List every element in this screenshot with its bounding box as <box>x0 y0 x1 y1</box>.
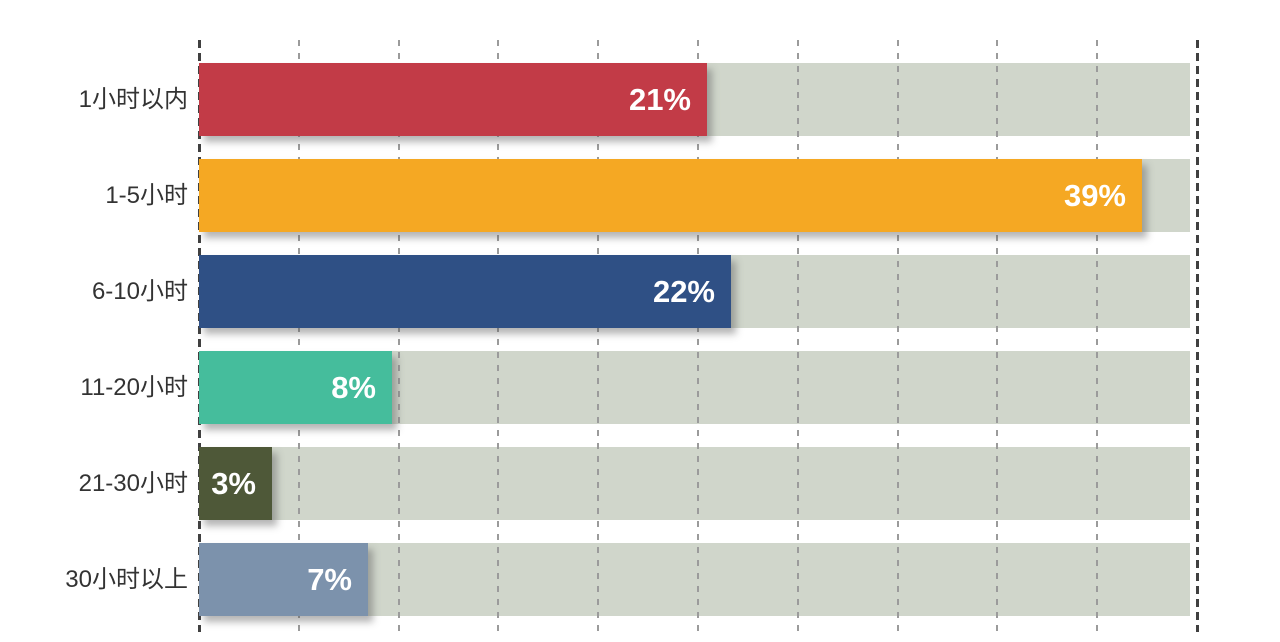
category-label: 11-20小时 <box>80 374 188 401</box>
category-label: 1-5小时 <box>105 182 188 209</box>
category-label: 1小时以内 <box>78 86 188 113</box>
gridline <box>597 40 600 632</box>
bar-fill: 39% <box>199 159 1142 232</box>
gridline <box>697 40 699 632</box>
bar-fill: 7% <box>199 543 368 616</box>
bar-fill: 22% <box>199 255 731 328</box>
gridline <box>297 40 300 632</box>
category-label: 21-30小时 <box>78 470 188 497</box>
bar-track <box>199 447 1190 520</box>
plot-area <box>197 40 1199 632</box>
bar-value-label: 21% <box>628 82 691 117</box>
bar-value-label: 39% <box>1063 178 1126 213</box>
gridline <box>796 40 799 632</box>
bar-fill: 21% <box>199 63 707 136</box>
bar-value-label: 3% <box>211 466 256 501</box>
gridline <box>497 40 500 632</box>
bar-fill: 8% <box>199 351 392 424</box>
gridline <box>397 40 400 632</box>
bar-fill: 3% <box>199 447 272 520</box>
category-label: 30小时以上 <box>65 566 188 593</box>
gridline <box>996 40 999 632</box>
bar-value-label: 8% <box>331 370 376 405</box>
axis-edge-line <box>197 40 201 632</box>
category-label: 6-10小时 <box>91 278 188 305</box>
axis-edge-line <box>1195 40 1199 632</box>
gridline <box>896 40 899 632</box>
gridline <box>1096 40 1099 632</box>
bar-value-label: 7% <box>307 562 352 597</box>
bar-value-label: 22% <box>652 274 715 309</box>
